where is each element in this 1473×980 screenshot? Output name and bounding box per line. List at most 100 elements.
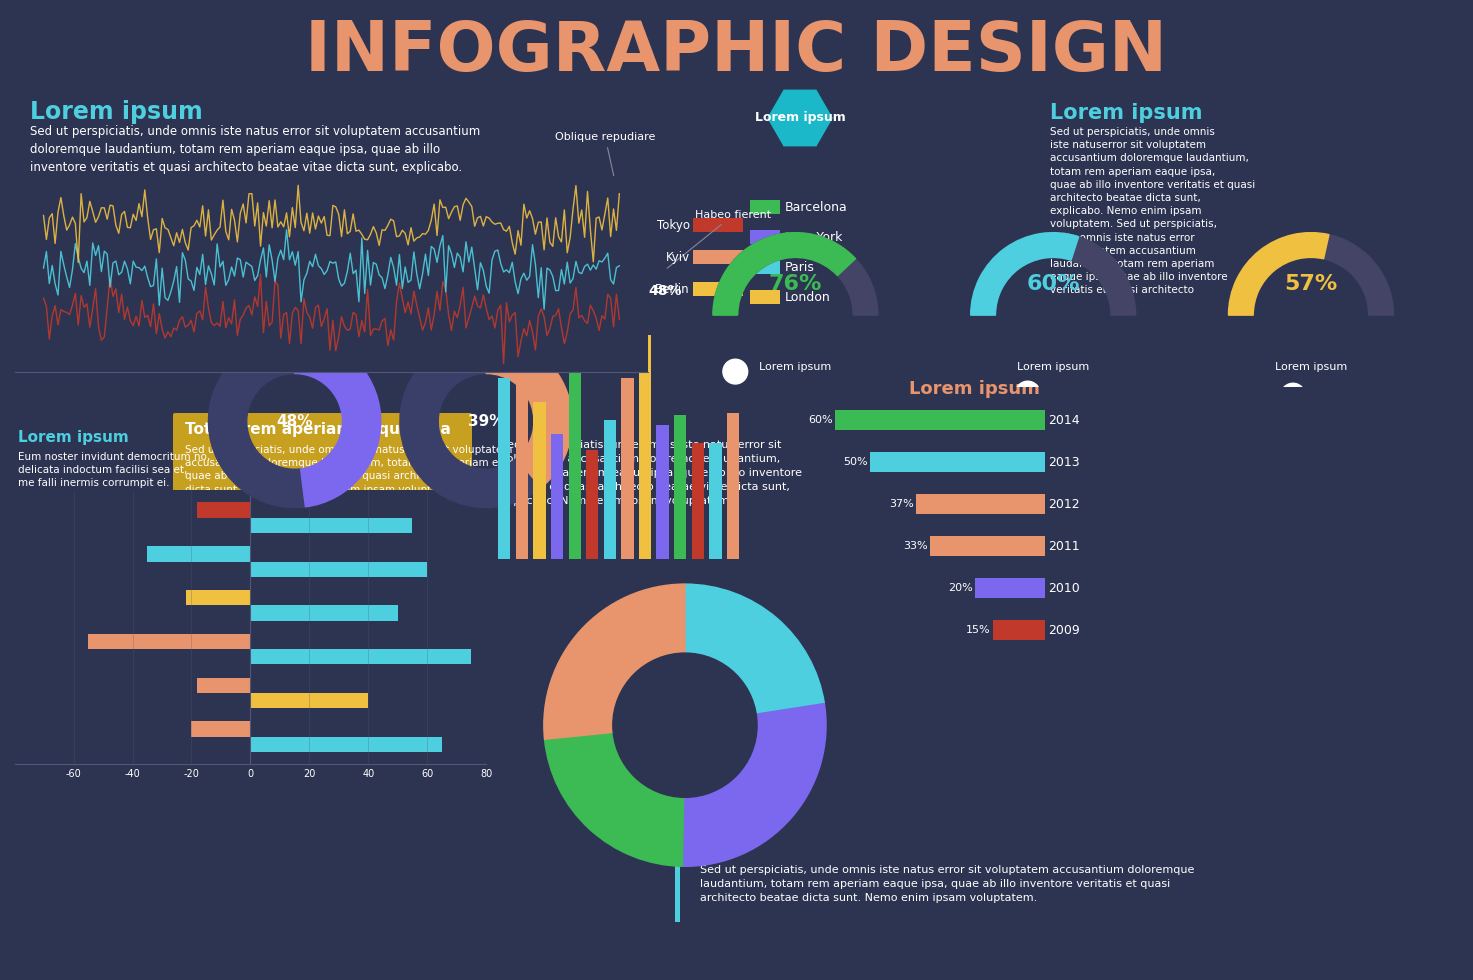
Text: 60%: 60%: [809, 415, 834, 425]
Text: Sed ut perspiciatis, unde omnis
iste natuserror sit voluptatem
accusantium dolor: Sed ut perspiciatis, unde omnis iste nat…: [1050, 127, 1255, 295]
Wedge shape: [685, 584, 825, 714]
Text: 46%: 46%: [521, 279, 555, 293]
Text: Berlin: Berlin: [655, 282, 689, 296]
Circle shape: [361, 260, 376, 274]
Text: Barcelona: Barcelona: [380, 261, 443, 273]
Text: Paris: Paris: [785, 261, 815, 273]
Bar: [250, 517, 412, 533]
Wedge shape: [713, 232, 856, 316]
Text: Lorem ipsum: Lorem ipsum: [759, 362, 832, 371]
Text: Barcelona: Barcelona: [785, 201, 848, 214]
Bar: [710, 443, 722, 559]
Bar: [250, 737, 442, 752]
Bar: [726, 414, 739, 559]
Bar: [916, 494, 1044, 514]
Text: Lorem ipsum: Lorem ipsum: [18, 430, 128, 445]
FancyBboxPatch shape: [172, 413, 471, 557]
Bar: [675, 862, 681, 922]
Text: Permitted: Permitted: [22, 699, 82, 712]
Wedge shape: [971, 232, 1136, 316]
Bar: [657, 424, 669, 559]
Text: Kyiv: Kyiv: [666, 251, 689, 264]
Text: 40%: 40%: [569, 339, 601, 353]
Wedge shape: [682, 704, 826, 866]
Bar: [250, 606, 398, 620]
Circle shape: [361, 326, 376, 340]
Text: 2024: 2024: [99, 202, 161, 222]
Bar: [929, 536, 1044, 556]
Text: Oblique repudiare: Oblique repudiare: [555, 132, 655, 192]
Text: Usu homero: Usu homero: [496, 187, 564, 268]
Circle shape: [1280, 383, 1305, 408]
Wedge shape: [971, 232, 1078, 316]
Bar: [750, 260, 781, 274]
Text: Habeo fierent: Habeo fierent: [667, 210, 772, 269]
Text: London: London: [380, 305, 426, 318]
Bar: [186, 590, 250, 606]
Bar: [191, 721, 250, 737]
Text: 2009: 2009: [1047, 623, 1080, 636]
Bar: [551, 434, 563, 559]
Circle shape: [361, 304, 376, 318]
Text: 39%: 39%: [601, 185, 633, 199]
Text: 37%: 37%: [888, 499, 913, 509]
Text: 57%: 57%: [1284, 274, 1337, 294]
Bar: [533, 402, 545, 559]
Text: 33%: 33%: [903, 541, 928, 551]
Bar: [871, 452, 1044, 472]
Bar: [692, 282, 742, 296]
Circle shape: [1015, 381, 1040, 406]
Wedge shape: [545, 732, 683, 866]
Text: 39%: 39%: [468, 414, 504, 429]
Bar: [88, 634, 250, 649]
Text: Paris: Paris: [380, 238, 409, 252]
Bar: [692, 443, 704, 559]
Text: Sed ut perspiciatis, unde omnis iste natus error sit
voluptatem accusantium dolo: Sed ut perspiciatis, unde omnis iste nat…: [499, 440, 801, 506]
Text: 48%: 48%: [277, 414, 312, 429]
Bar: [250, 649, 471, 664]
Text: 2012: 2012: [1047, 498, 1080, 511]
Bar: [975, 578, 1044, 598]
Text: 2011: 2011: [1047, 540, 1080, 553]
Bar: [569, 369, 580, 559]
Text: Sed ut perspiciatis, unde omnis iste natus error sit voluptatem accusantium
dolo: Sed ut perspiciatis, unde omnis iste nat…: [29, 125, 480, 192]
Text: 50%: 50%: [844, 457, 868, 467]
Text: Totam rem aperiam eaque ipsa: Totam rem aperiam eaque ipsa: [186, 422, 451, 437]
Text: Lorem ipsum: Lorem ipsum: [29, 100, 203, 124]
Bar: [498, 378, 511, 559]
Text: 2023: 2023: [189, 202, 250, 222]
Text: Graeci diceret nec id,
ex sea quando latine meliore,
te labitur alienum nominati: Graeci diceret nec id, ex sea quando lat…: [18, 542, 186, 592]
Text: 76%: 76%: [769, 274, 822, 294]
Bar: [604, 420, 616, 559]
Text: Case dolorum consequat ius ne.
Est te partem voluptaibus, his alia dicunt at.
Se: Case dolorum consequat ius ne. Est te pa…: [18, 632, 256, 682]
Bar: [750, 290, 781, 304]
Text: 15%: 15%: [966, 625, 990, 635]
Text: Critically: Critically: [22, 648, 77, 661]
Wedge shape: [544, 584, 685, 739]
Bar: [622, 378, 633, 559]
Bar: [993, 620, 1044, 640]
Text: Lorem ipsum: Lorem ipsum: [1016, 362, 1090, 371]
Text: 2014: 2014: [1047, 414, 1080, 426]
Wedge shape: [1228, 232, 1329, 316]
Bar: [692, 250, 742, 264]
Text: New York: New York: [380, 217, 437, 229]
Bar: [835, 410, 1044, 430]
Text: London: London: [785, 290, 831, 304]
Circle shape: [361, 282, 376, 296]
Wedge shape: [486, 335, 572, 488]
Bar: [197, 503, 250, 517]
Bar: [250, 693, 368, 709]
Bar: [586, 450, 598, 559]
Text: 48%: 48%: [648, 284, 682, 298]
Text: 20%: 20%: [949, 583, 974, 593]
Bar: [639, 334, 651, 559]
Bar: [516, 349, 527, 559]
Wedge shape: [1228, 232, 1393, 316]
Text: Eum noster invidunt democritum no,
delicata indoctum facilisi sea et,
me falli i: Eum noster invidunt democritum no, delic…: [18, 452, 211, 488]
Wedge shape: [209, 335, 305, 508]
Bar: [675, 416, 686, 559]
Text: Lorem ipsum: Lorem ipsum: [909, 380, 1040, 398]
Text: Sed ut perspiciatis, unde omnis iste natus error sit voluptatem accusantium dolo: Sed ut perspiciatis, unde omnis iste nat…: [700, 865, 1195, 903]
Bar: [147, 546, 250, 562]
